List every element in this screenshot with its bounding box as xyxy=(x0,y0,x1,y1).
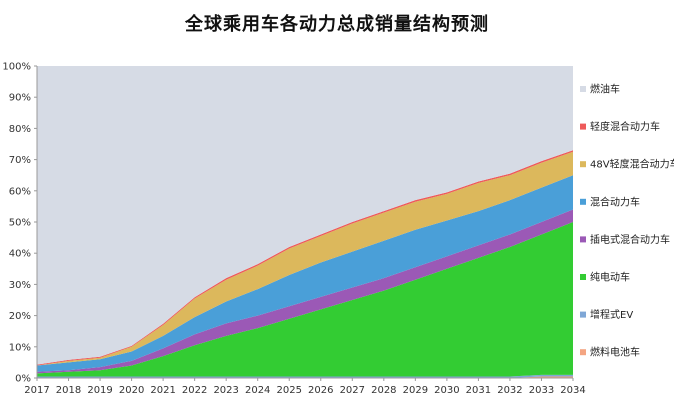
x-tick-label: 2034 xyxy=(560,385,585,396)
x-tick-label: 2026 xyxy=(308,385,333,396)
legend-label: 燃料电池车 xyxy=(590,346,640,359)
x-tick-label: 2027 xyxy=(340,385,365,396)
x-tick-label: 2028 xyxy=(371,385,396,396)
area-series-4 xyxy=(37,175,573,372)
legend-swatch xyxy=(580,236,586,243)
legend-label: 增程式EV xyxy=(590,308,633,321)
x-tick-label: 2020 xyxy=(119,385,144,396)
legend-label: 轻度混合动力车 xyxy=(590,120,660,133)
chart-title: 全球乘用车各动力总成销量结构预测 xyxy=(185,14,489,35)
area-series-7 xyxy=(37,66,573,365)
x-tick-label: 2031 xyxy=(466,385,491,396)
y-tick-label: 40% xyxy=(9,249,31,260)
axes: 0% 10% 20% 30% 40% 50% 60% 70% 80% 90% 100% 2017 201… xyxy=(2,62,585,397)
legend-label: 48V轻度混合动力车 xyxy=(590,158,674,171)
legend-label: 插电式混合动力车 xyxy=(590,233,670,246)
y-tick-label: 0% xyxy=(15,374,31,385)
legend-swatch xyxy=(580,161,586,168)
legend-label: 燃油车 xyxy=(590,83,620,96)
legend-swatch xyxy=(580,198,586,205)
area-layers xyxy=(37,66,573,378)
y-tick-label: 80% xyxy=(9,124,31,135)
x-tick-label: 2030 xyxy=(434,385,459,396)
legend-swatch xyxy=(580,123,586,130)
legend-label: 纯电动车 xyxy=(590,271,630,284)
y-tick-label: 70% xyxy=(9,155,31,166)
y-tick-label: 20% xyxy=(9,311,31,322)
y-tick-label: 30% xyxy=(9,280,31,291)
x-tick-label: 2033 xyxy=(529,385,554,396)
area-series-2 xyxy=(37,222,573,377)
y-tick-label: 90% xyxy=(9,93,31,104)
y-tick-label: 10% xyxy=(9,342,31,353)
legend-swatch xyxy=(580,311,586,318)
legend-label: 混合动力车 xyxy=(590,195,640,208)
y-tick-label: 60% xyxy=(9,186,31,197)
x-tick-label: 2029 xyxy=(403,385,428,396)
x-tick-label: 2017 xyxy=(24,385,49,396)
x-tick-label: 2024 xyxy=(245,385,270,396)
y-tick-label: 50% xyxy=(9,218,31,229)
x-tick-label: 2022 xyxy=(182,385,207,396)
x-tick-label: 2018 xyxy=(56,385,81,396)
x-tick-label: 2025 xyxy=(277,385,302,396)
legend-swatch xyxy=(580,349,586,356)
x-tick-label: 2023 xyxy=(213,385,238,396)
x-tick-label: 2021 xyxy=(150,385,175,396)
area-series-5 xyxy=(37,151,573,366)
y-tick-label: 100% xyxy=(2,62,31,73)
legend-swatch xyxy=(580,274,586,280)
legend-swatch xyxy=(580,86,586,92)
x-tick-label: 2032 xyxy=(497,385,522,396)
x-tick-label: 2019 xyxy=(87,385,112,396)
